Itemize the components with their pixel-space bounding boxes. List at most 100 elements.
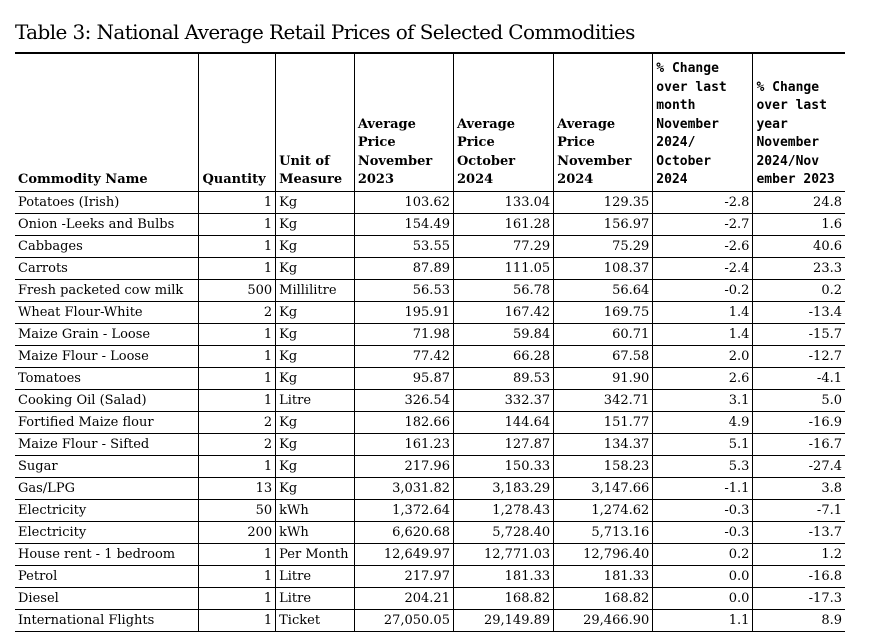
change-month-cell: 0.0 xyxy=(652,587,753,609)
price-nov-2023-cell: 161.23 xyxy=(353,433,454,455)
table-row: Onion -Leeks and Bulbs 1 Kg 154.49 161.28 156… xyxy=(15,213,845,235)
change-month-cell: -2.7 xyxy=(652,213,753,235)
commodity-name-cell: Tomatoes xyxy=(18,370,81,386)
change-month-cell: -2.8 xyxy=(652,191,753,213)
quantity-cell: 2 xyxy=(198,433,276,455)
unit-cell: Kg xyxy=(275,345,355,367)
price-nov-2024-cell: 12,796.40 xyxy=(553,543,653,565)
commodity-name-cell: Onion -Leeks and Bulbs xyxy=(18,216,175,232)
change-month-cell: -0.3 xyxy=(652,521,753,543)
change-month-cell: 0.0 xyxy=(652,565,753,587)
table-row: Maize Flour - Sifted 2 Kg 161.23 127.87 134.3… xyxy=(15,433,845,455)
price-oct-2024-cell: 89.53 xyxy=(452,367,554,389)
unit-cell: kWh xyxy=(275,499,355,521)
unit-cell: Kg xyxy=(275,477,355,499)
price-oct-2024-cell: 1,278.43 xyxy=(452,499,554,521)
commodity-name-cell: Sugar xyxy=(18,458,58,474)
price-nov-2024-cell: 129.35 xyxy=(553,191,653,213)
unit-cell: Kg xyxy=(275,191,355,213)
table-row: Carrots 1 Kg 87.89 111.05 108.37 -2.4 23.3 xyxy=(15,257,845,279)
unit-cell: Kg xyxy=(275,213,355,235)
table-row: Cooking Oil (Salad) 1 Litre 326.54 332.37 342… xyxy=(15,389,845,411)
quantity-cell: 50 xyxy=(198,499,276,521)
commodity-name-cell: Diesel xyxy=(18,590,59,606)
commodity-name-cell: Gas/LPG xyxy=(18,480,75,496)
price-nov-2024-cell: 134.37 xyxy=(553,433,653,455)
change-year-cell: 5.0 xyxy=(752,389,845,411)
price-oct-2024-cell: 12,771.03 xyxy=(452,543,554,565)
price-nov-2024-cell: 29,466.90 xyxy=(553,609,653,631)
table-row: Potatoes (Irish) 1 Kg 103.62 133.04 129.35 -2.… xyxy=(15,191,845,213)
price-nov-2023-cell: 217.97 xyxy=(353,565,454,587)
change-month-cell: -1.1 xyxy=(652,477,753,499)
unit-cell: Kg xyxy=(275,235,355,257)
price-nov-2024-cell: 67.58 xyxy=(553,345,653,367)
change-year-cell: 24.8 xyxy=(752,191,845,213)
quantity-cell: 1 xyxy=(198,323,276,345)
quantity-cell: 1 xyxy=(198,455,276,477)
price-nov-2024-cell: 56.64 xyxy=(553,279,653,301)
price-oct-2024-cell: 66.28 xyxy=(452,345,554,367)
quantity-cell: 1 xyxy=(198,543,276,565)
commodity-name-cell: Electricity xyxy=(18,502,87,518)
quantity-cell: 1 xyxy=(198,609,276,631)
change-year-cell: -16.7 xyxy=(752,433,845,455)
commodity-name-cell: Electricity xyxy=(18,524,87,540)
price-oct-2024-cell: 77.29 xyxy=(452,235,554,257)
change-year-cell: -16.8 xyxy=(752,565,845,587)
change-year-cell: -27.4 xyxy=(752,455,845,477)
commodity-name-cell: Wheat Flour-White xyxy=(18,304,143,320)
table-row: Diesel 1 Litre 204.21 168.82 168.82 0.0 -17.3 xyxy=(15,587,845,609)
commodity-name-cell: Cabbages xyxy=(18,238,83,254)
header-change-last-month: % Change over last month November 2024/ … xyxy=(652,53,753,191)
unit-cell: Kg xyxy=(275,257,355,279)
price-nov-2023-cell: 77.42 xyxy=(353,345,454,367)
change-year-cell: 40.6 xyxy=(752,235,845,257)
price-oct-2024-cell: 29,149.89 xyxy=(452,609,554,631)
unit-cell: Kg xyxy=(275,433,355,455)
table-row: Electricity 200 kWh 6,620.68 5,728.40 5,713.1… xyxy=(15,521,845,543)
change-year-cell: -4.1 xyxy=(752,367,845,389)
price-oct-2024-cell: 167.42 xyxy=(452,301,554,323)
header-avg-price-nov-2024: Average Price November 2024 xyxy=(553,53,653,191)
table-row: Tomatoes 1 Kg 95.87 89.53 91.90 2.6 -4.1 xyxy=(15,367,845,389)
price-nov-2024-cell: 181.33 xyxy=(553,565,653,587)
price-oct-2024-cell: 59.84 xyxy=(452,323,554,345)
header-commodity-name: Commodity Name xyxy=(18,172,148,187)
price-oct-2024-cell: 3,183.29 xyxy=(452,477,554,499)
unit-cell: Kg xyxy=(275,455,355,477)
price-oct-2024-cell: 181.33 xyxy=(452,565,554,587)
price-nov-2024-cell: 5,713.16 xyxy=(553,521,653,543)
unit-cell: Kg xyxy=(275,367,355,389)
price-nov-2023-cell: 326.54 xyxy=(353,389,454,411)
change-month-cell: 5.3 xyxy=(652,455,753,477)
table-row: Fresh packeted cow milk 500 Millilitre 56.5… xyxy=(15,279,845,301)
commodity-name-cell: Maize Flour - Loose xyxy=(18,348,149,364)
unit-cell: Ticket xyxy=(275,609,355,631)
price-nov-2024-cell: 158.23 xyxy=(553,455,653,477)
change-month-cell: -2.4 xyxy=(652,257,753,279)
price-nov-2023-cell: 6,620.68 xyxy=(353,521,454,543)
table-title: Table 3: National Average Retail Prices … xyxy=(15,20,635,44)
price-nov-2023-cell: 53.55 xyxy=(353,235,454,257)
quantity-cell: 1 xyxy=(198,191,276,213)
table-row: Gas/LPG 13 Kg 3,031.82 3,183.29 3,147.66 -1.1 3… xyxy=(15,477,845,499)
price-oct-2024-cell: 56.78 xyxy=(452,279,554,301)
commodity-name-cell: Carrots xyxy=(18,260,68,276)
header-row: Commodity Name Quantity Unit of Measure … xyxy=(15,53,845,191)
commodity-name-cell: Petrol xyxy=(18,568,58,584)
table-row: Sugar 1 Kg 217.96 150.33 158.23 5.3 -27.4 xyxy=(15,455,845,477)
table-row: Maize Flour - Loose 1 Kg 77.42 66.28 67.58 2.0… xyxy=(15,345,845,367)
commodity-name-cell: Maize Flour - Sifted xyxy=(18,436,150,452)
change-year-cell: 23.3 xyxy=(752,257,845,279)
unit-cell: kWh xyxy=(275,521,355,543)
change-year-cell: 0.2 xyxy=(752,279,845,301)
change-month-cell: 1.4 xyxy=(652,323,753,345)
change-year-cell: -15.7 xyxy=(752,323,845,345)
table-row: Maize Grain - Loose 1 Kg 71.98 59.84 60.71 1.4… xyxy=(15,323,845,345)
price-nov-2024-cell: 3,147.66 xyxy=(553,477,653,499)
price-oct-2024-cell: 161.28 xyxy=(452,213,554,235)
header-quantity: Quantity xyxy=(198,53,276,191)
header-unit-of-measure: Unit of Measure xyxy=(275,53,355,191)
header-avg-price-oct-2024: Average Price October 2024 xyxy=(452,53,554,191)
